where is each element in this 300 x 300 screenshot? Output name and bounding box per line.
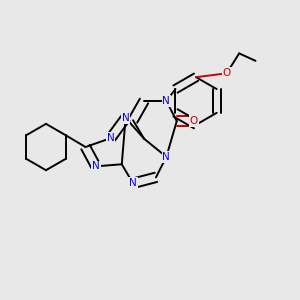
Text: O: O	[190, 116, 198, 126]
Text: N: N	[129, 178, 137, 188]
Text: N: N	[163, 96, 170, 106]
Text: N: N	[163, 152, 170, 162]
Text: N: N	[107, 133, 115, 143]
Text: O: O	[223, 68, 231, 78]
Text: N: N	[122, 113, 130, 123]
Text: N: N	[92, 161, 100, 171]
